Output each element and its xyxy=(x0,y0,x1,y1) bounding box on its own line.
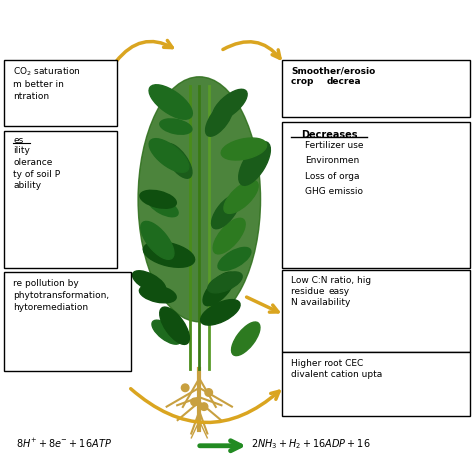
Ellipse shape xyxy=(213,89,247,120)
Text: Low C:N ratio, hig: Low C:N ratio, hig xyxy=(291,276,371,285)
Text: Smoother/erosio: Smoother/erosio xyxy=(291,66,375,75)
Ellipse shape xyxy=(201,300,240,325)
Ellipse shape xyxy=(149,85,192,119)
Ellipse shape xyxy=(152,320,181,344)
FancyBboxPatch shape xyxy=(4,131,117,268)
Ellipse shape xyxy=(138,77,261,322)
Circle shape xyxy=(182,384,189,392)
Ellipse shape xyxy=(148,197,178,217)
Ellipse shape xyxy=(160,119,192,134)
Text: CO$_2$ saturation
m better in
ntration: CO$_2$ saturation m better in ntration xyxy=(13,65,81,101)
Ellipse shape xyxy=(133,271,165,293)
Text: Loss of orga: Loss of orga xyxy=(305,172,360,181)
FancyBboxPatch shape xyxy=(282,270,470,353)
FancyBboxPatch shape xyxy=(282,121,470,268)
Text: ility: ility xyxy=(13,146,30,155)
Text: Fertilizer use: Fertilizer use xyxy=(305,141,364,150)
FancyBboxPatch shape xyxy=(282,353,470,416)
Ellipse shape xyxy=(160,307,190,345)
Text: decrea: decrea xyxy=(327,77,361,86)
Ellipse shape xyxy=(143,242,195,267)
Text: residue: residue xyxy=(291,287,328,296)
FancyBboxPatch shape xyxy=(282,60,470,117)
Ellipse shape xyxy=(213,219,245,254)
Ellipse shape xyxy=(221,138,267,160)
Text: ty of soil P: ty of soil P xyxy=(13,170,60,179)
Ellipse shape xyxy=(224,181,258,213)
Circle shape xyxy=(200,403,208,410)
Text: re pollution by
phytotransformation,
hytoremediation: re pollution by phytotransformation, hyt… xyxy=(13,279,109,312)
Ellipse shape xyxy=(139,285,176,303)
Ellipse shape xyxy=(203,272,235,306)
Text: N availability: N availability xyxy=(291,298,351,307)
Ellipse shape xyxy=(206,101,233,136)
Text: GHG emissio: GHG emissio xyxy=(305,187,364,196)
Ellipse shape xyxy=(218,247,251,271)
Text: crop: crop xyxy=(291,77,317,86)
Text: easy: easy xyxy=(329,287,350,296)
Ellipse shape xyxy=(211,195,240,229)
Text: $2NH_{3} + H_{2} + 16ADP + 16$: $2NH_{3} + H_{2} + 16ADP + 16$ xyxy=(251,438,371,451)
Ellipse shape xyxy=(141,221,174,259)
Text: Environmen: Environmen xyxy=(305,156,360,165)
Ellipse shape xyxy=(149,139,189,172)
Circle shape xyxy=(205,389,212,396)
Text: es: es xyxy=(13,136,23,145)
Ellipse shape xyxy=(239,142,270,185)
Text: divalent cation upta: divalent cation upta xyxy=(291,370,383,379)
Text: Higher root CEC: Higher root CEC xyxy=(291,358,366,367)
FancyBboxPatch shape xyxy=(4,273,131,371)
Text: olerance: olerance xyxy=(13,158,53,167)
Ellipse shape xyxy=(208,272,242,293)
Ellipse shape xyxy=(140,190,176,208)
Text: $8H^{+} + 8e^{-} + 16ATP$: $8H^{+} + 8e^{-} + 16ATP$ xyxy=(16,438,111,450)
FancyBboxPatch shape xyxy=(4,60,117,126)
Ellipse shape xyxy=(164,144,192,178)
Text: Decreases: Decreases xyxy=(301,129,357,139)
Text: ability: ability xyxy=(13,182,41,191)
Circle shape xyxy=(191,398,198,406)
Ellipse shape xyxy=(231,322,260,356)
